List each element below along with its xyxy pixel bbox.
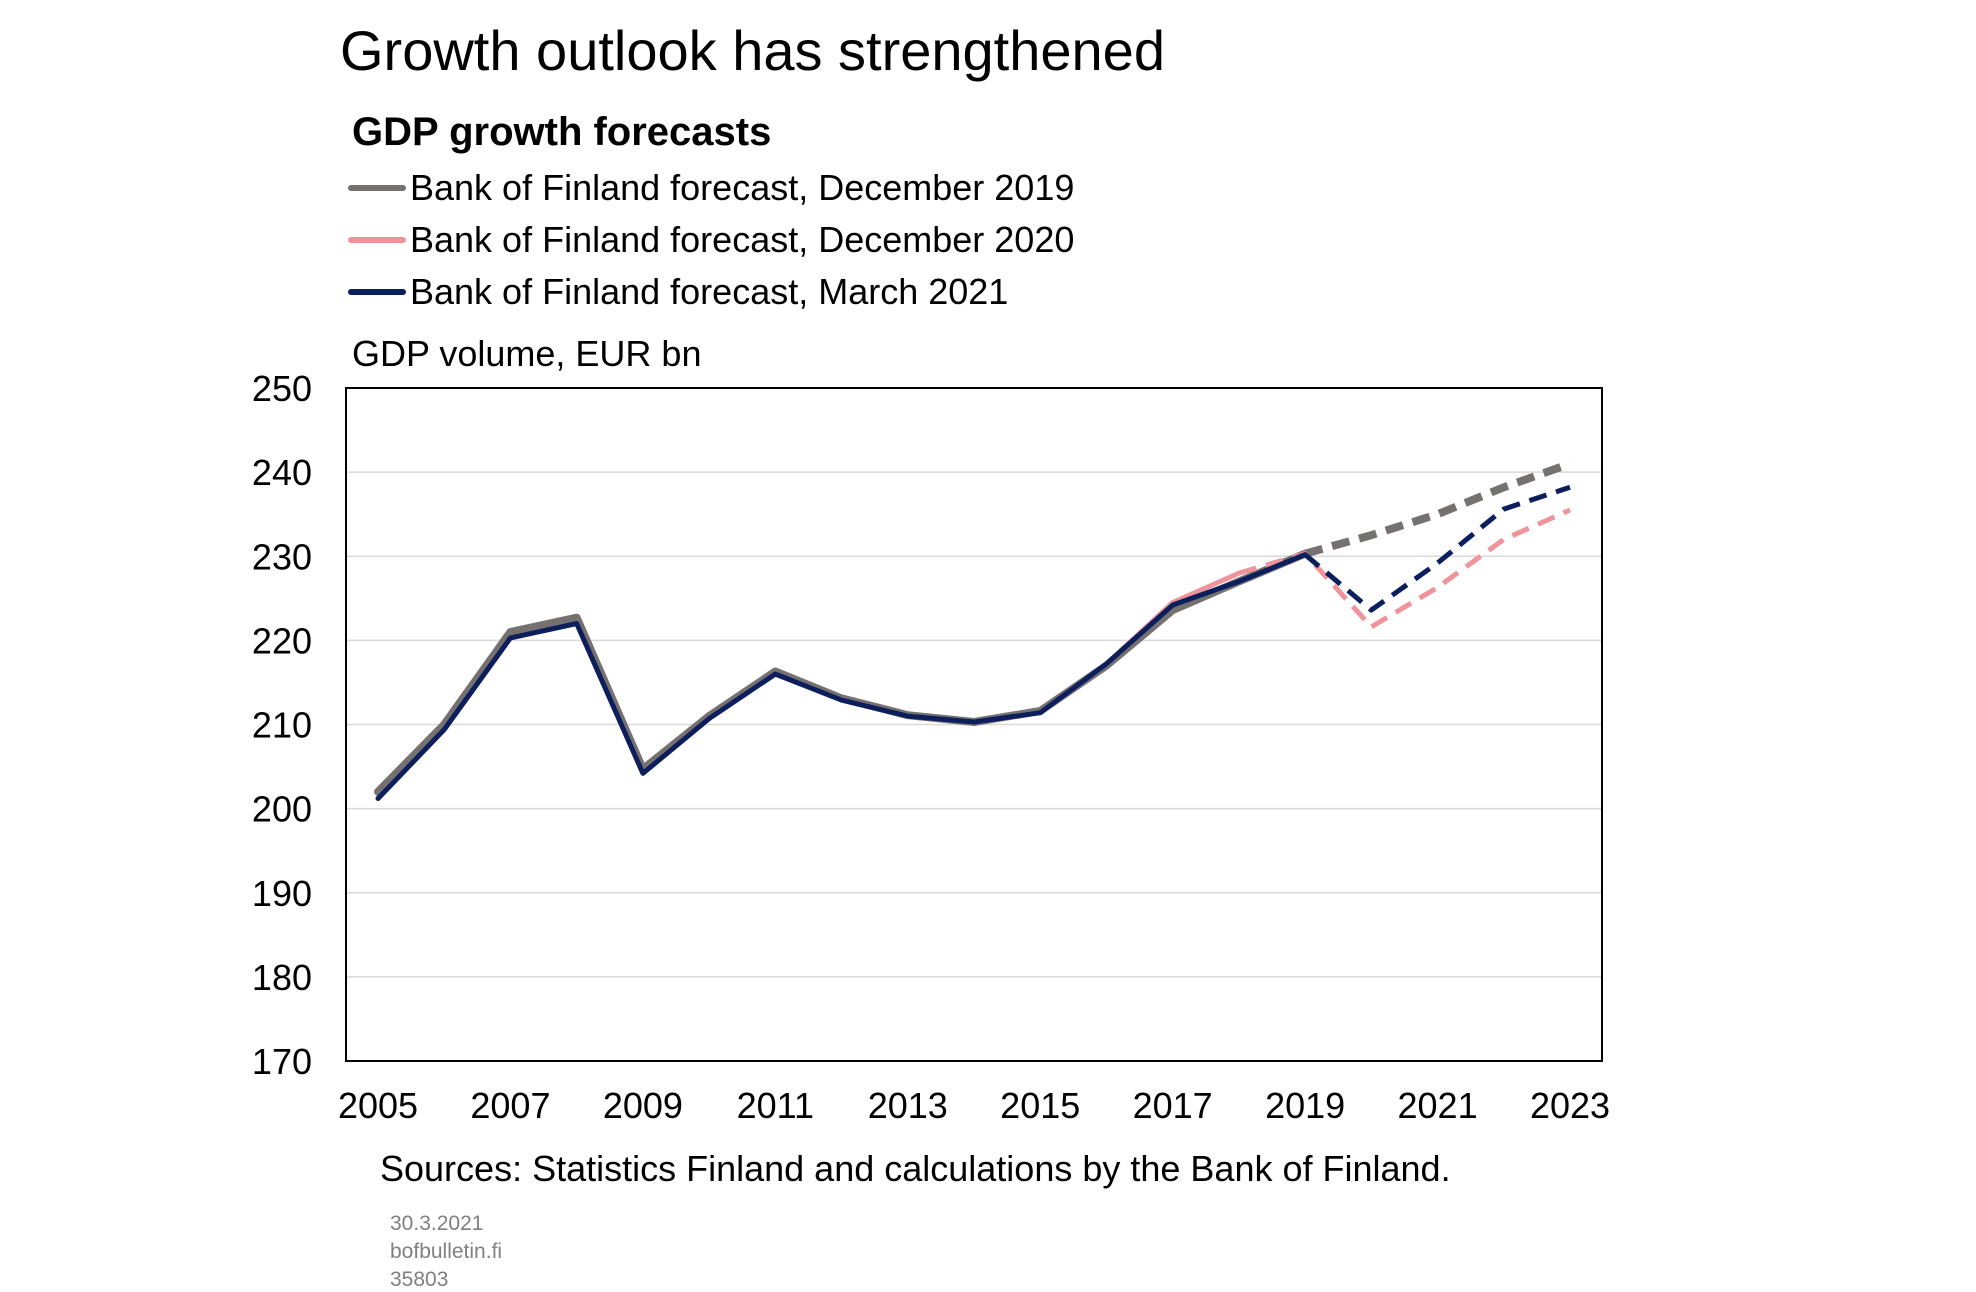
y-tick-label-210: 210 <box>252 705 312 746</box>
publication-date: 30.3.2021 <box>390 1212 484 1235</box>
y-tick-label-250: 250 <box>252 368 312 409</box>
legend-label-dec-2019: Bank of Finland forecast, December 2019 <box>410 167 1075 208</box>
legend-item-mar-2021: Bank of Finland forecast, March 2021 <box>348 270 1008 314</box>
legend-item-dec-2020: Bank of Finland forecast, December 2020 <box>348 218 1074 262</box>
x-tick-label-2017: 2017 <box>1133 1085 1213 1126</box>
y-tick-label-190: 190 <box>252 873 312 914</box>
x-tick-label-2019: 2019 <box>1265 1085 1345 1126</box>
x-tick-label-2005: 2005 <box>338 1085 418 1126</box>
chart-title: Growth outlook has strengthened <box>340 19 1165 82</box>
series-line-dec-2019-actual <box>374 549 1310 796</box>
y-tick-label-230: 230 <box>252 536 312 577</box>
x-tick-label-2013: 2013 <box>868 1085 948 1126</box>
y-tick-label-170: 170 <box>252 1041 312 1082</box>
y-tick-label-200: 200 <box>252 789 312 830</box>
y-tick-label-240: 240 <box>252 452 312 493</box>
series-line-mar-2021-forecast <box>1303 484 1571 613</box>
legend-swatch-dec-2020 <box>348 237 406 243</box>
legend-item-dec-2019: Bank of Finland forecast, December 2019 <box>348 166 1074 210</box>
series-line-dec-2019-forecast <box>1304 459 1572 558</box>
series-line-mar-2021-actual <box>375 552 1308 801</box>
x-tick-label-2021: 2021 <box>1398 1085 1478 1126</box>
x-tick-label-2011: 2011 <box>737 1085 814 1126</box>
source-note: Sources: Statistics Finland and calculat… <box>380 1148 1451 1189</box>
x-tick-label-2015: 2015 <box>1000 1085 1080 1126</box>
y-tick-label-220: 220 <box>252 620 312 661</box>
x-tick-label-2009: 2009 <box>603 1085 683 1126</box>
legend-swatch-mar-2021 <box>348 289 406 295</box>
chart-code: 35803 <box>390 1268 449 1291</box>
series-line-dec-2020-forecast <box>1238 507 1572 630</box>
publication-site: bofbulletin.fi <box>390 1240 503 1263</box>
y-axis-unit-label: GDP volume, EUR bn <box>352 333 702 374</box>
plot-area-frame <box>345 387 1603 1062</box>
x-tick-label-2007: 2007 <box>470 1085 550 1126</box>
x-tick-label-2023: 2023 <box>1530 1085 1610 1126</box>
legend-swatch-dec-2019 <box>348 185 406 191</box>
y-tick-label-180: 180 <box>252 957 312 998</box>
legend-label-dec-2020: Bank of Finland forecast, December 2020 <box>410 219 1075 260</box>
legend-label-mar-2021: Bank of Finland forecast, March 2021 <box>410 271 1009 312</box>
chart-subtitle: GDP growth forecasts <box>352 110 772 154</box>
